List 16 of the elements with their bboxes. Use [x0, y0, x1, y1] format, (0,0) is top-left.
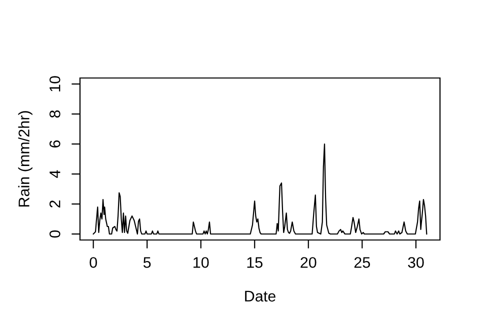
- y-tick-label: 0: [49, 230, 60, 238]
- x-axis-title: Date: [245, 290, 276, 302]
- x-tick-label: 20: [300, 257, 316, 268]
- y-tick-label: 6: [49, 140, 60, 148]
- line-series: [92, 143, 428, 235]
- x-tick-label: 0: [90, 257, 97, 268]
- x-tick-label: 5: [143, 257, 151, 268]
- x-tick-label: 15: [247, 257, 262, 268]
- x-tick-label: 30: [408, 257, 424, 268]
- y-tick-label: 2: [49, 200, 60, 208]
- y-axis-title: Rain (mm/2hr): [18, 111, 32, 207]
- y-tick-label: 8: [49, 110, 60, 118]
- y-tick-label: 4: [50, 170, 60, 178]
- y-tick-label: 10: [49, 76, 60, 92]
- x-tick-label: 10: [194, 257, 209, 268]
- x-tick-label: 25: [354, 257, 370, 268]
